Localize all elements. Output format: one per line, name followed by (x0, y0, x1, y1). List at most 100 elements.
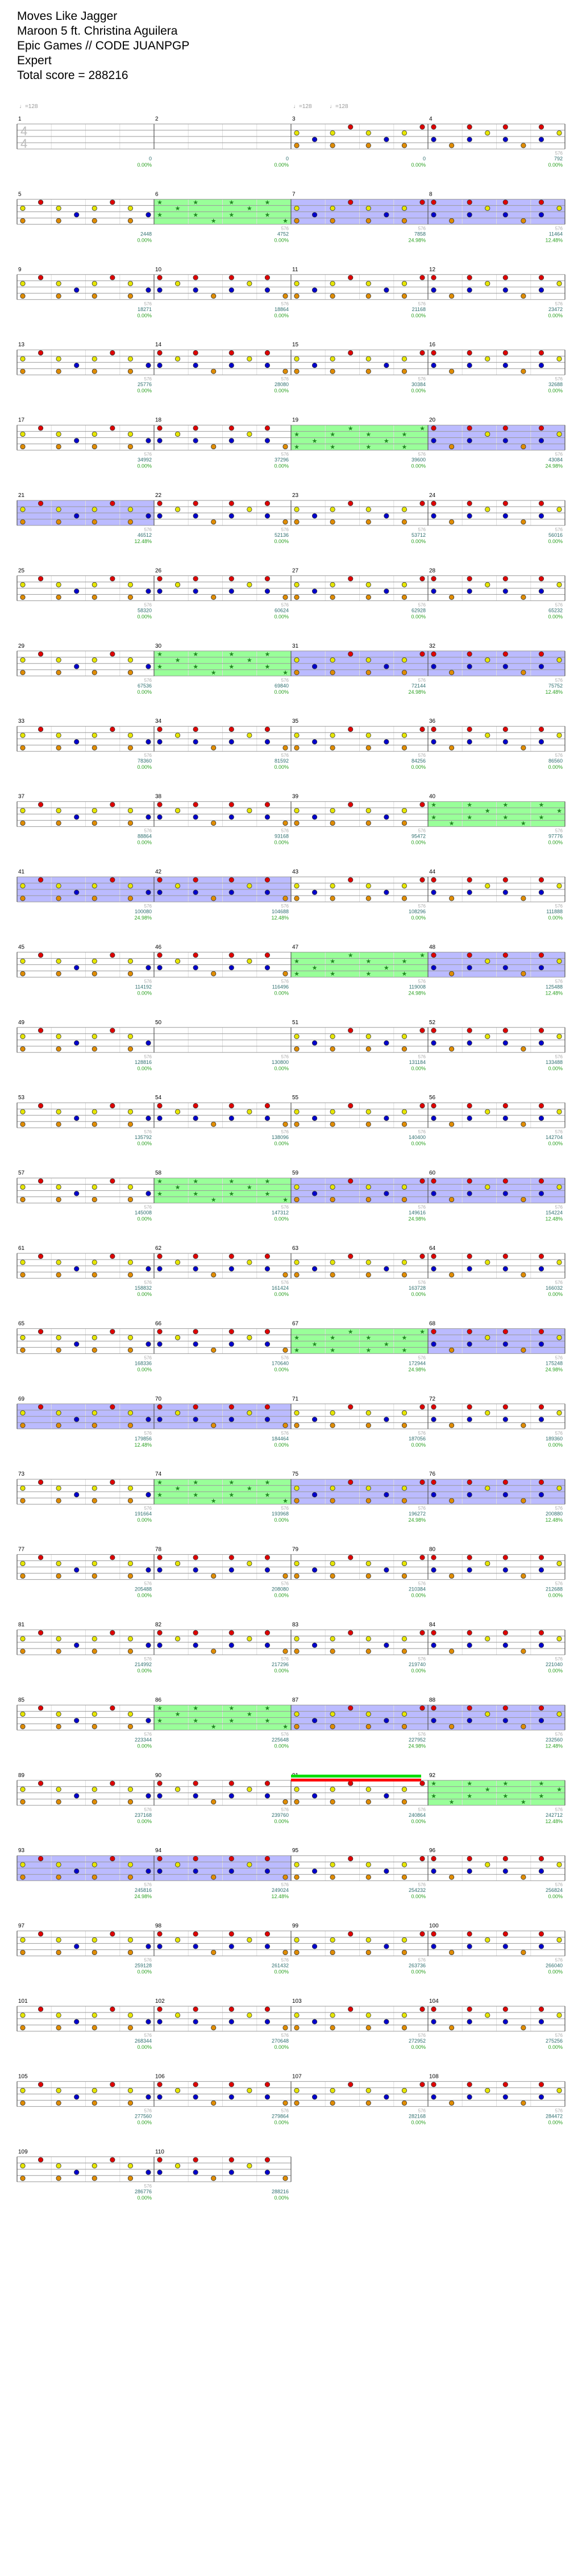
note-gem (228, 1630, 234, 1635)
note-gem (401, 1724, 408, 1729)
note-gem (556, 582, 562, 587)
measure-tag: 576 (281, 1355, 289, 1360)
note-gem (401, 2012, 408, 2018)
note-gem (74, 212, 80, 218)
note-gem (146, 212, 151, 218)
note-gem (174, 1109, 181, 1115)
note-gem (365, 594, 371, 600)
measure-tag: 576 (281, 2033, 289, 2038)
measure-score: 130800 (272, 1059, 289, 1065)
note-gem (92, 356, 97, 362)
note-gem (365, 281, 371, 287)
note-gem (419, 1479, 425, 1485)
note-gem (56, 1560, 61, 1567)
note-gem (74, 2019, 80, 2024)
note-gem (110, 726, 115, 732)
note-gem (467, 2006, 472, 2012)
note-gem (365, 1410, 371, 1416)
note-gem (467, 1178, 472, 1184)
note-gem (467, 287, 472, 293)
note-gem (56, 1034, 61, 1039)
measure-number: 36 (429, 718, 436, 724)
note-gem (521, 1573, 526, 1579)
measure-number: 69 (18, 1396, 25, 1402)
note-gem (538, 651, 544, 657)
measure-multiplier: 0.00% (274, 1216, 289, 1222)
note-gem (92, 1034, 97, 1039)
measure-multiplier: 0.00% (274, 764, 289, 770)
note-gem (157, 438, 163, 444)
note-gem (20, 1649, 26, 1654)
star-note: ★ (264, 1718, 270, 1725)
note-gem (38, 1253, 44, 1259)
note-gem (431, 212, 436, 218)
measure-tag: 576 (418, 527, 426, 532)
measure-number: 71 (292, 1396, 299, 1402)
measure-tag: 576 (281, 527, 289, 532)
measure-tag: 576 (281, 1054, 289, 1059)
note-gem (193, 589, 198, 594)
measure-multiplier: 0.00% (548, 2119, 563, 2125)
note-gem (20, 1485, 26, 1491)
note-gem (193, 739, 198, 745)
measure-tag: 576 (281, 829, 289, 834)
note-gem (431, 889, 436, 895)
note-gem (311, 513, 318, 519)
note-gem (330, 820, 335, 826)
note-gem (419, 1931, 425, 1937)
note-gem (431, 1191, 436, 1196)
note-gem (264, 1253, 271, 1259)
note-gem (521, 1498, 526, 1504)
note-gem (264, 1329, 271, 1335)
star-note: ★ (193, 1492, 198, 1498)
note-gem (110, 2082, 115, 2088)
measure-tag: 576 (281, 301, 289, 307)
star-note: ★ (175, 205, 181, 212)
note-gem (74, 1793, 80, 1799)
note-gem (538, 1492, 544, 1498)
measure-score: 2448 (140, 231, 152, 237)
note-gem (311, 136, 318, 142)
note-gem (38, 1780, 44, 1786)
note-gem (294, 1410, 300, 1416)
note-gem (157, 952, 163, 958)
note-gem (556, 1109, 562, 1115)
note-gem (282, 1272, 288, 1278)
measure-number: 15 (292, 342, 299, 348)
star-note: ★ (538, 1793, 544, 1800)
note-gem (485, 732, 490, 738)
star-note: ★ (193, 1705, 198, 1712)
measure-tag: 576 (418, 1807, 426, 1812)
measure-multiplier: 0.00% (548, 1066, 563, 1071)
measure-score: 116496 (272, 984, 289, 989)
star-note: ★ (467, 1780, 472, 1787)
measure-score: 133488 (546, 1059, 563, 1065)
note-gem (431, 1630, 436, 1635)
note-gem (431, 136, 436, 142)
note-gem (384, 513, 389, 519)
note-gem (146, 1266, 151, 1272)
note-gem (56, 1121, 61, 1127)
note-gem (247, 356, 252, 362)
star-note: ★ (467, 1793, 472, 1800)
note-gem (485, 1109, 490, 1115)
measure-multiplier: 0.00% (137, 162, 152, 168)
note-gem (467, 1944, 472, 1949)
measure-score: 95472 (411, 834, 426, 839)
note-gem (401, 1034, 408, 1039)
note-gem (538, 2019, 544, 2024)
star-note: ★ (431, 814, 436, 821)
note-gem (502, 1868, 508, 1874)
note-gem (20, 444, 26, 450)
note-gem (348, 350, 354, 356)
note-gem (348, 651, 354, 657)
note-gem (92, 820, 97, 826)
note-gem (20, 1862, 26, 1867)
note-gem (294, 820, 300, 826)
note-gem (538, 726, 544, 732)
note-gem (127, 594, 134, 600)
measure-multiplier: 12.48% (545, 1517, 563, 1523)
note-gem (556, 2088, 562, 2093)
measure-number: 62 (155, 1245, 162, 1252)
note-gem (556, 1560, 562, 1567)
